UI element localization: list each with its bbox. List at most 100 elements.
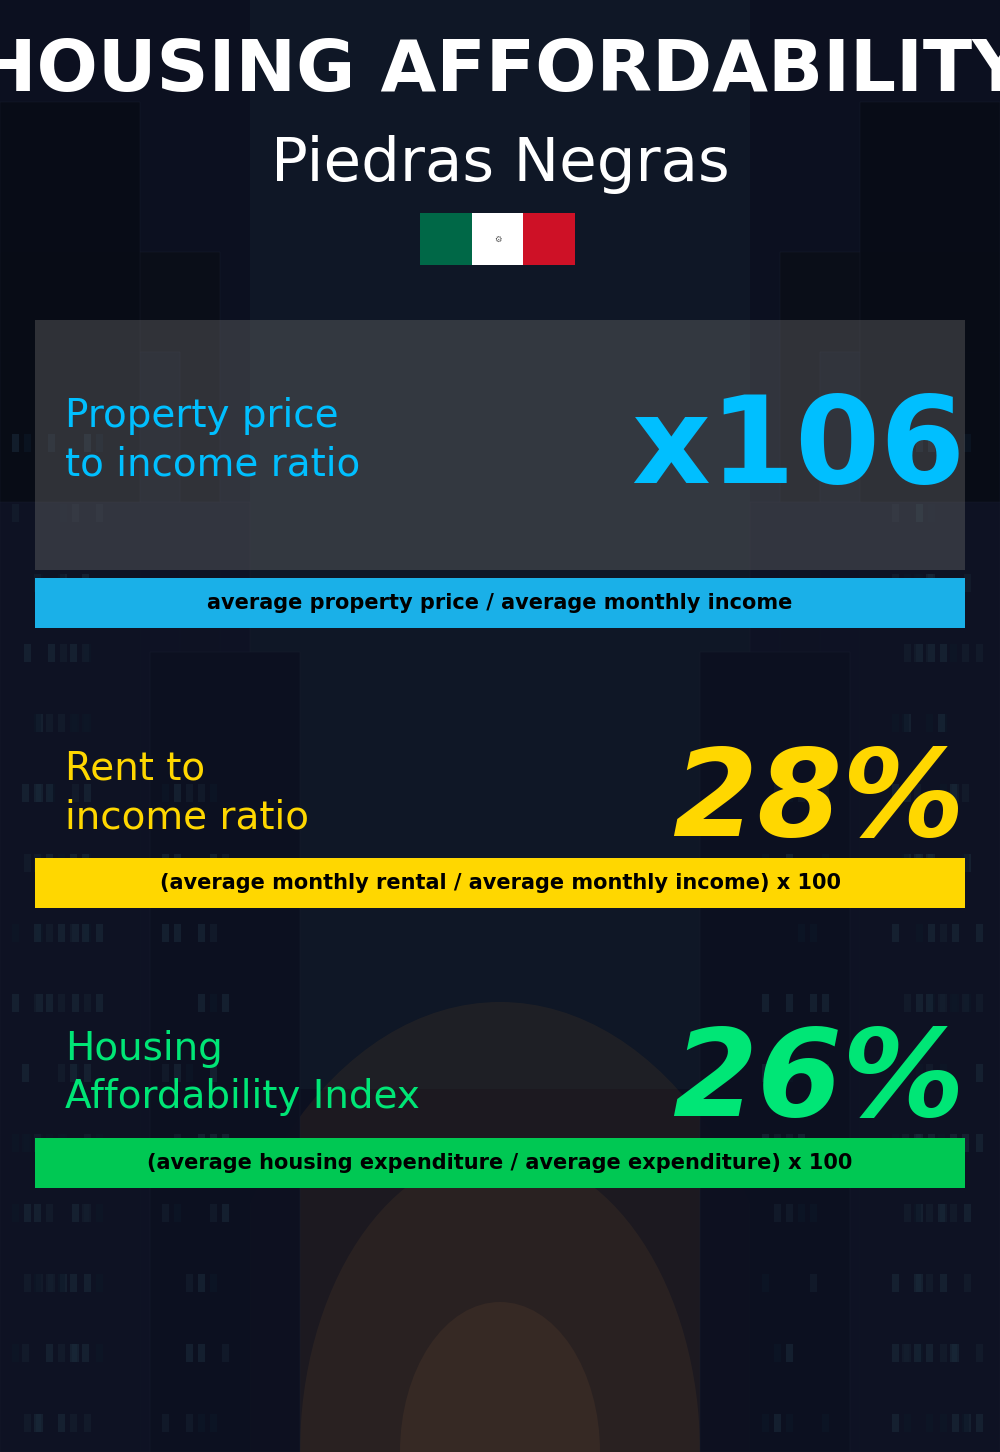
FancyBboxPatch shape [976, 1134, 983, 1151]
FancyBboxPatch shape [940, 1414, 947, 1432]
FancyBboxPatch shape [976, 995, 983, 1012]
FancyBboxPatch shape [60, 1134, 67, 1151]
FancyBboxPatch shape [58, 714, 65, 732]
FancyBboxPatch shape [762, 854, 769, 873]
FancyBboxPatch shape [940, 645, 947, 662]
FancyBboxPatch shape [914, 1204, 921, 1223]
FancyBboxPatch shape [84, 784, 91, 802]
FancyBboxPatch shape [914, 574, 921, 592]
FancyBboxPatch shape [892, 434, 899, 452]
FancyBboxPatch shape [186, 1273, 193, 1292]
FancyBboxPatch shape [822, 995, 829, 1012]
FancyBboxPatch shape [928, 995, 935, 1012]
FancyBboxPatch shape [12, 1134, 19, 1151]
FancyBboxPatch shape [774, 784, 781, 802]
FancyBboxPatch shape [940, 995, 947, 1012]
FancyBboxPatch shape [940, 434, 947, 452]
FancyBboxPatch shape [24, 1414, 31, 1432]
FancyBboxPatch shape [926, 995, 933, 1012]
FancyBboxPatch shape [928, 923, 935, 942]
FancyBboxPatch shape [36, 1134, 43, 1151]
FancyBboxPatch shape [822, 1414, 829, 1432]
FancyBboxPatch shape [786, 784, 793, 802]
FancyBboxPatch shape [24, 1273, 31, 1292]
FancyBboxPatch shape [84, 923, 91, 942]
FancyBboxPatch shape [962, 784, 969, 802]
FancyBboxPatch shape [976, 645, 983, 662]
FancyBboxPatch shape [198, 923, 205, 942]
FancyBboxPatch shape [84, 995, 91, 1012]
FancyBboxPatch shape [46, 923, 53, 942]
FancyBboxPatch shape [916, 854, 923, 873]
FancyBboxPatch shape [962, 1134, 969, 1151]
FancyBboxPatch shape [82, 714, 89, 732]
Text: x106: x106 [631, 392, 965, 508]
FancyBboxPatch shape [774, 1134, 781, 1151]
Text: (average housing expenditure / average expenditure) x 100: (average housing expenditure / average e… [147, 1153, 853, 1173]
FancyBboxPatch shape [60, 1273, 67, 1292]
FancyBboxPatch shape [24, 434, 31, 452]
FancyBboxPatch shape [523, 213, 575, 266]
FancyBboxPatch shape [952, 995, 959, 1012]
FancyBboxPatch shape [916, 1204, 923, 1223]
FancyBboxPatch shape [222, 1345, 229, 1362]
FancyBboxPatch shape [762, 1414, 769, 1432]
FancyBboxPatch shape [938, 995, 945, 1012]
FancyBboxPatch shape [892, 714, 899, 732]
Text: 28%: 28% [672, 745, 965, 861]
FancyBboxPatch shape [938, 1134, 945, 1151]
FancyBboxPatch shape [0, 502, 250, 1452]
FancyBboxPatch shape [952, 1345, 959, 1362]
FancyBboxPatch shape [902, 1345, 909, 1362]
Text: Property price
to income ratio: Property price to income ratio [65, 396, 360, 484]
FancyBboxPatch shape [964, 995, 971, 1012]
FancyBboxPatch shape [198, 1273, 205, 1292]
FancyBboxPatch shape [35, 578, 965, 629]
FancyBboxPatch shape [34, 995, 41, 1012]
FancyBboxPatch shape [150, 652, 300, 1452]
FancyBboxPatch shape [35, 858, 965, 908]
FancyBboxPatch shape [902, 1134, 909, 1151]
FancyBboxPatch shape [822, 854, 829, 873]
FancyBboxPatch shape [750, 502, 1000, 1452]
FancyBboxPatch shape [36, 714, 43, 732]
FancyBboxPatch shape [774, 1204, 781, 1223]
FancyBboxPatch shape [820, 351, 1000, 1452]
FancyBboxPatch shape [60, 645, 67, 662]
FancyBboxPatch shape [904, 1414, 911, 1432]
FancyBboxPatch shape [0, 102, 140, 1452]
FancyBboxPatch shape [70, 923, 77, 942]
FancyBboxPatch shape [58, 1064, 65, 1082]
FancyBboxPatch shape [940, 923, 947, 942]
FancyBboxPatch shape [892, 1273, 899, 1292]
Text: 26%: 26% [672, 1025, 965, 1141]
FancyBboxPatch shape [928, 434, 935, 452]
FancyBboxPatch shape [24, 854, 31, 873]
FancyBboxPatch shape [950, 645, 957, 662]
FancyBboxPatch shape [892, 1134, 899, 1151]
FancyBboxPatch shape [904, 574, 911, 592]
FancyBboxPatch shape [34, 1414, 41, 1432]
FancyBboxPatch shape [35, 319, 965, 571]
FancyBboxPatch shape [210, 1204, 217, 1223]
FancyBboxPatch shape [926, 854, 933, 873]
FancyBboxPatch shape [914, 1134, 921, 1151]
FancyBboxPatch shape [914, 1345, 921, 1362]
FancyBboxPatch shape [964, 574, 971, 592]
FancyBboxPatch shape [34, 1134, 41, 1151]
FancyBboxPatch shape [822, 784, 829, 802]
FancyBboxPatch shape [70, 1414, 77, 1432]
FancyBboxPatch shape [222, 854, 229, 873]
FancyBboxPatch shape [36, 854, 43, 873]
FancyBboxPatch shape [34, 854, 41, 873]
FancyBboxPatch shape [12, 1204, 19, 1223]
FancyBboxPatch shape [96, 923, 103, 942]
FancyBboxPatch shape [904, 434, 911, 452]
FancyBboxPatch shape [774, 1064, 781, 1082]
FancyBboxPatch shape [950, 784, 957, 802]
Text: Piedras Negras: Piedras Negras [271, 135, 729, 195]
FancyBboxPatch shape [210, 784, 217, 802]
FancyBboxPatch shape [198, 1134, 205, 1151]
FancyBboxPatch shape [12, 923, 19, 942]
FancyBboxPatch shape [58, 1414, 65, 1432]
